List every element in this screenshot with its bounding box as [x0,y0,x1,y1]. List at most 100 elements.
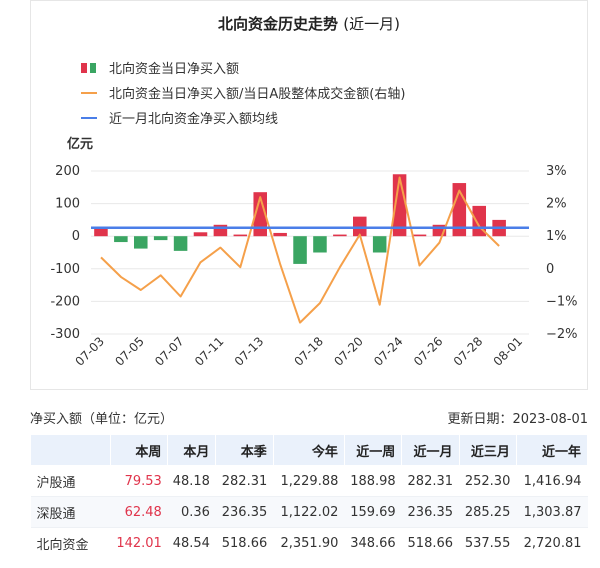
x-tick-label: 07-26 [411,334,446,369]
bar [114,236,128,243]
y-right-tick-label: 3% [546,164,567,179]
table-cell: 282.31 [215,465,274,497]
table-cell: 48.18 [167,465,216,497]
x-tick-label: 07-07 [152,334,187,369]
table-cell: 252.30 [459,465,517,497]
table-cell: 188.98 [344,465,402,497]
table-cell: 236.35 [215,496,274,528]
legend-item-bars[interactable]: 北向资金当日净买入额 [81,55,405,80]
ratio-line [100,176,500,324]
bar [213,224,228,237]
chart-panel: 北向资金历史走势 (近一月) 北向资金当日净买入额 北向资金当日净买入额/当日A… [30,0,588,390]
column-header-blank [30,434,111,466]
legend-label: 北向资金当日净买入额 [109,62,240,77]
table-cell: 79.53 [110,465,168,497]
bar [372,236,387,253]
legend-label: 近一月北向资金净买入额均线 [109,112,279,127]
x-tick-label: 07-20 [331,334,366,369]
update-date: 更新日期：2023-08-01 [447,412,588,427]
row-label: 深股通 [30,496,111,528]
table-cell: 518.66 [401,527,460,559]
bar [273,232,287,237]
bar [134,236,148,249]
table-header-row: 本周 本月 本季 今年 近一周 近一月 近三月 近一年 [30,434,589,466]
y-right-tick-label: −1% [546,294,578,309]
table-cell: 236.35 [401,496,460,528]
row-label: 沪股通 [30,465,111,497]
table-body: 沪股通 79.53 48.18 282.31 1,229.88 188.98 282.31 2… [30,465,588,559]
table-cell: 142.01 [110,527,168,559]
bar [432,224,447,237]
bar-series [94,174,506,264]
y-left-tick-label: -200 [50,294,80,309]
bar [412,234,427,237]
bar [193,232,208,237]
x-tick-label: 07-05 [112,334,147,369]
table-row: 沪股通 79.53 48.18 282.31 1,229.88 188.98 282.31 2… [30,465,588,497]
line-series [91,176,529,324]
table-row: 北向资金 142.01 48.54 518.66 2,351.90 348.66 518.6… [30,527,588,559]
y-left-tick-label: -300 [50,327,80,342]
column-header: 近一年 [515,434,589,466]
legend-label: 北向资金当日净买入额/当日A股整体成交金额(右轴) [109,87,406,102]
bar [253,192,267,237]
x-tick-label: 07-11 [192,334,227,369]
table-cell: 2,351.90 [273,527,345,559]
chart-title-text: 北向资金历史走势 [218,15,339,33]
x-tick-label: 07-24 [371,334,406,369]
table-cell: 285.25 [459,496,517,528]
table-cell: 537.55 [459,527,517,559]
legend-line-icon [81,91,103,94]
table-cell: 48.54 [167,527,216,559]
bar [94,227,108,237]
bar [353,216,367,237]
table-cell: 1,416.94 [516,465,588,497]
legend-item-ratio-line[interactable]: 北向资金当日净买入额/当日A股整体成交金额(右轴) [81,80,405,105]
column-header: 近三月 [458,434,517,466]
row-label: 北向资金 [30,527,111,559]
y-left-tick-label: 100 [55,197,80,212]
y-left-tick-label: 0 [72,229,80,244]
legend-item-avg-line[interactable]: 近一月北向资金净买入额均线 [81,105,405,130]
table-row: 深股通 62.48 0.36 236.35 1,122.02 159.69 236.35 28… [30,496,588,528]
bar [153,236,168,241]
table-cell: 1,229.88 [273,465,345,497]
table-cell: 518.66 [215,527,274,559]
column-header: 本周 [109,434,169,466]
x-tick-label: 07-13 [232,334,267,369]
table-cell: 2,720.81 [516,527,588,559]
x-tick-label: 07-18 [292,334,327,369]
chart-title: 北向资金历史走势 (近一月) [31,13,587,34]
y-right-tick-label: 2% [546,197,567,212]
table-cell: 282.31 [401,465,460,497]
summary-table: 本周 本月 本季 今年 近一周 近一月 近三月 近一年 沪股通 79.53 48.18 282.31… [30,434,589,559]
x-tick-label: 08-01 [491,334,526,369]
chart-subtitle: (近一月) [343,15,400,33]
summary-title: 净买入额（单位：亿元） [30,412,174,427]
chart-legend: 北向资金当日净买入额 北向资金当日净买入额/当日A股整体成交金额(右轴) 近一月… [81,55,405,130]
bar [313,236,327,253]
bar [333,234,347,237]
column-header: 近一周 [343,434,403,466]
table-cell: 1,303.87 [516,496,588,528]
y-left-tick-label: 200 [55,164,80,179]
bar [293,236,307,264]
table-cell: 159.69 [344,496,402,528]
table-cell: 0.36 [167,496,216,528]
summary-header: 净买入额（单位：亿元） 更新日期：2023-08-01 [30,408,588,427]
table-cell: 1,122.02 [273,496,345,528]
column-header: 本月 [167,434,217,466]
bar [233,234,248,237]
bar [173,236,188,251]
y-right-tick-label: 0 [546,262,554,277]
column-header: 近一月 [401,434,460,466]
table-cell: 62.48 [110,496,168,528]
column-header: 本季 [215,434,274,466]
y-axis-unit: 亿元 [67,136,93,152]
legend-line-icon [81,116,103,119]
table-cell: 348.66 [344,527,402,559]
y-right-tick-label: 1% [546,229,567,244]
y-left-tick-label: -100 [50,262,80,277]
x-tick-label: 07-28 [451,334,486,369]
